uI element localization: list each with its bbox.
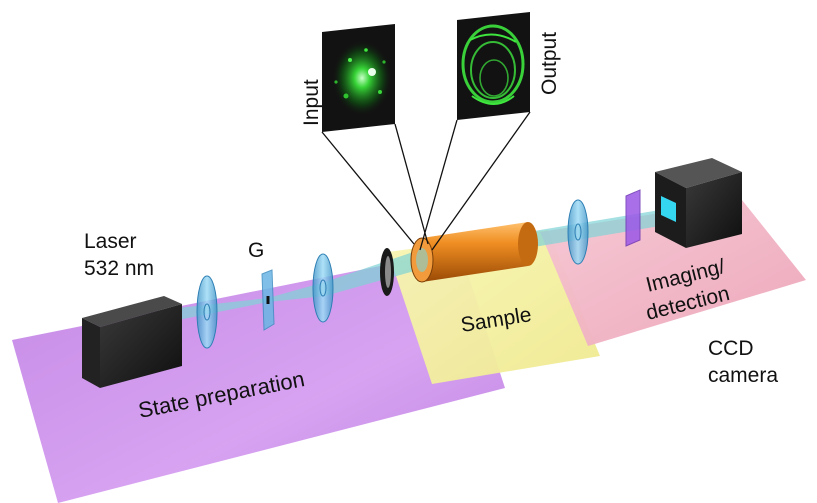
lens-3 [567,199,589,265]
input-speckle-image [322,24,395,132]
output-projection-lines [419,111,531,251]
lens-2 [312,253,334,323]
state-preparation-zone [12,250,505,503]
imaging-zone [540,200,806,346]
ccd-label-line2: camera [708,364,778,387]
polarizer-plate [625,189,641,247]
input-label: Input [300,79,323,126]
ccd-camera-box [655,158,742,248]
laser-source-box [82,296,182,388]
output-label: Output [538,32,561,95]
grating-label: G [248,239,264,262]
ccd-label-line1: CCD [708,337,754,360]
laser-label-line1: Laser [84,230,137,253]
output-speckle-image [457,12,530,120]
iris-aperture [380,248,394,296]
laser-label-line2: 532 nm [84,257,154,280]
grating-g [261,269,275,331]
lens-1 [196,275,218,349]
input-projection-lines [321,123,429,245]
sample-cylinder [410,222,538,283]
